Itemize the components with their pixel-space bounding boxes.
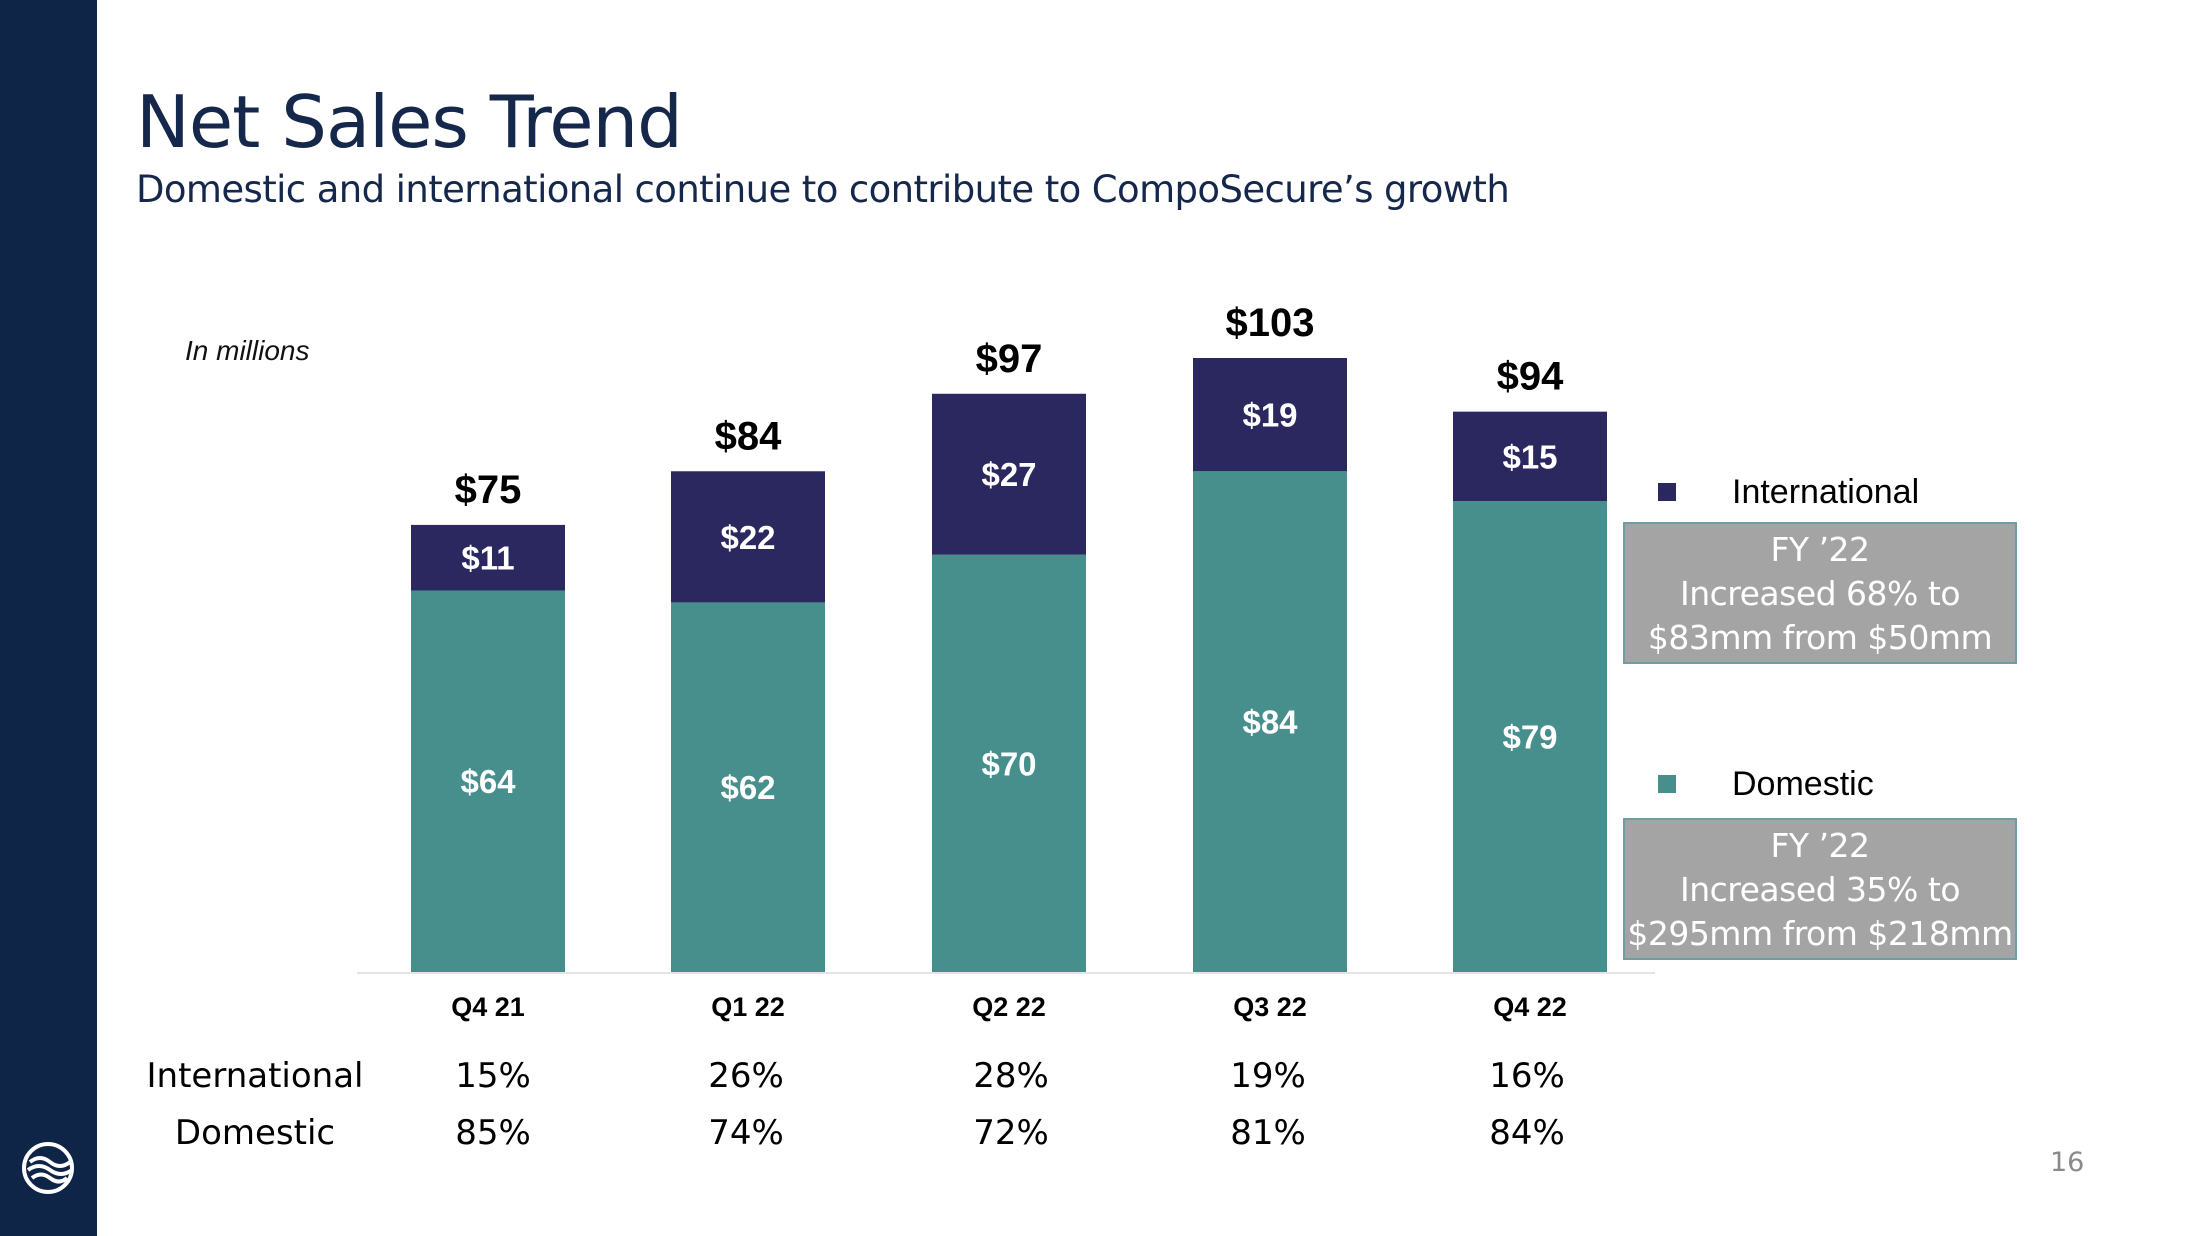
legend-domestic-label: Domestic xyxy=(1732,764,1874,803)
bar-international-q4-22 xyxy=(1453,411,1607,502)
mix-domestic-q2-22: 72% xyxy=(973,1113,1049,1153)
mix-international-q2-22: 28% xyxy=(973,1056,1049,1096)
bar-domestic-q1-22 xyxy=(671,602,825,972)
sidebar-band xyxy=(0,0,97,1236)
mix-domestic-q3-22: 81% xyxy=(1230,1113,1306,1153)
mix-international-q1-22: 26% xyxy=(708,1056,784,1096)
international-swatch-icon xyxy=(1658,483,1676,501)
domestic-note-line2: Increased 35% to xyxy=(1679,870,1961,909)
label-total-q4-22: $94 xyxy=(1497,355,1564,399)
label-international-q3-22: $19 xyxy=(1242,397,1297,434)
bar-international-q2-22 xyxy=(932,393,1086,555)
page-number: 16 xyxy=(2050,1147,2085,1178)
category-label-q3-22: Q3 22 xyxy=(1233,992,1307,1022)
bar-domestic-q4-21 xyxy=(411,590,565,972)
page-title: Net Sales Trend xyxy=(136,80,683,164)
label-domestic-q1-22: $62 xyxy=(720,769,775,806)
mix-domestic-label: Domestic xyxy=(174,1113,336,1153)
bar-international-q4-21 xyxy=(411,524,565,591)
label-international-q2-22: $27 xyxy=(981,456,1036,493)
international-note-box: FY ’22 Increased 68% to $83mm from $50mm xyxy=(1623,522,2017,664)
bar-domestic-q3-22 xyxy=(1193,471,1347,972)
label-total-q1-22: $84 xyxy=(715,414,782,458)
bar-international-q1-22 xyxy=(671,471,825,603)
label-international-q4-22: $15 xyxy=(1502,438,1557,475)
international-note-line3: $83mm from $50mm xyxy=(1647,618,1993,657)
domestic-swatch-icon xyxy=(1658,775,1676,793)
domestic-note-line3: $295mm from $218mm xyxy=(1627,914,2013,953)
bar-international-q3-22 xyxy=(1193,358,1347,472)
label-international-q1-22: $22 xyxy=(720,519,775,556)
legend-international-label: International xyxy=(1732,472,1920,511)
category-label-q1-22: Q1 22 xyxy=(711,992,785,1022)
units-note: In millions xyxy=(185,335,310,366)
label-domestic-q2-22: $70 xyxy=(981,745,1036,782)
mix-domestic-q1-22: 74% xyxy=(708,1113,784,1153)
mix-international-label: International xyxy=(146,1056,364,1096)
category-label-q4-22: Q4 22 xyxy=(1493,992,1567,1022)
mix-international-q3-22: 19% xyxy=(1230,1056,1306,1096)
label-domestic-q4-21: $64 xyxy=(460,763,516,800)
page-subtitle: Domestic and international continue to c… xyxy=(136,168,1510,211)
domestic-note-line1: FY ’22 xyxy=(1770,826,1870,865)
category-label-q2-22: Q2 22 xyxy=(972,992,1046,1022)
mix-domestic-q4-22: 84% xyxy=(1489,1113,1565,1153)
category-label-q4-21: Q4 21 xyxy=(451,992,525,1022)
label-total-q2-22: $97 xyxy=(976,337,1043,381)
label-total-q4-21: $75 xyxy=(455,468,522,512)
label-total-q3-22: $103 xyxy=(1226,301,1315,345)
label-domestic-q3-22: $84 xyxy=(1242,704,1298,741)
international-note-line1: FY ’22 xyxy=(1770,530,1870,569)
legend-domestic: Domestic xyxy=(1658,764,1874,804)
composecure-logo-icon xyxy=(22,1142,74,1194)
mix-international-q4-21: 15% xyxy=(455,1056,531,1096)
label-domestic-q4-22: $79 xyxy=(1502,719,1557,756)
mix-international-q4-22: 16% xyxy=(1489,1056,1565,1096)
international-note-line2: Increased 68% to xyxy=(1679,574,1961,613)
bar-domestic-q2-22 xyxy=(932,554,1086,972)
domestic-note-box: FY ’22 Increased 35% to $295mm from $218… xyxy=(1623,818,2017,960)
label-international-q4-21: $11 xyxy=(461,540,514,577)
mix-domestic-q4-21: 85% xyxy=(455,1113,531,1153)
bar-domestic-q4-22 xyxy=(1453,501,1607,972)
legend-international: International xyxy=(1658,472,1919,512)
